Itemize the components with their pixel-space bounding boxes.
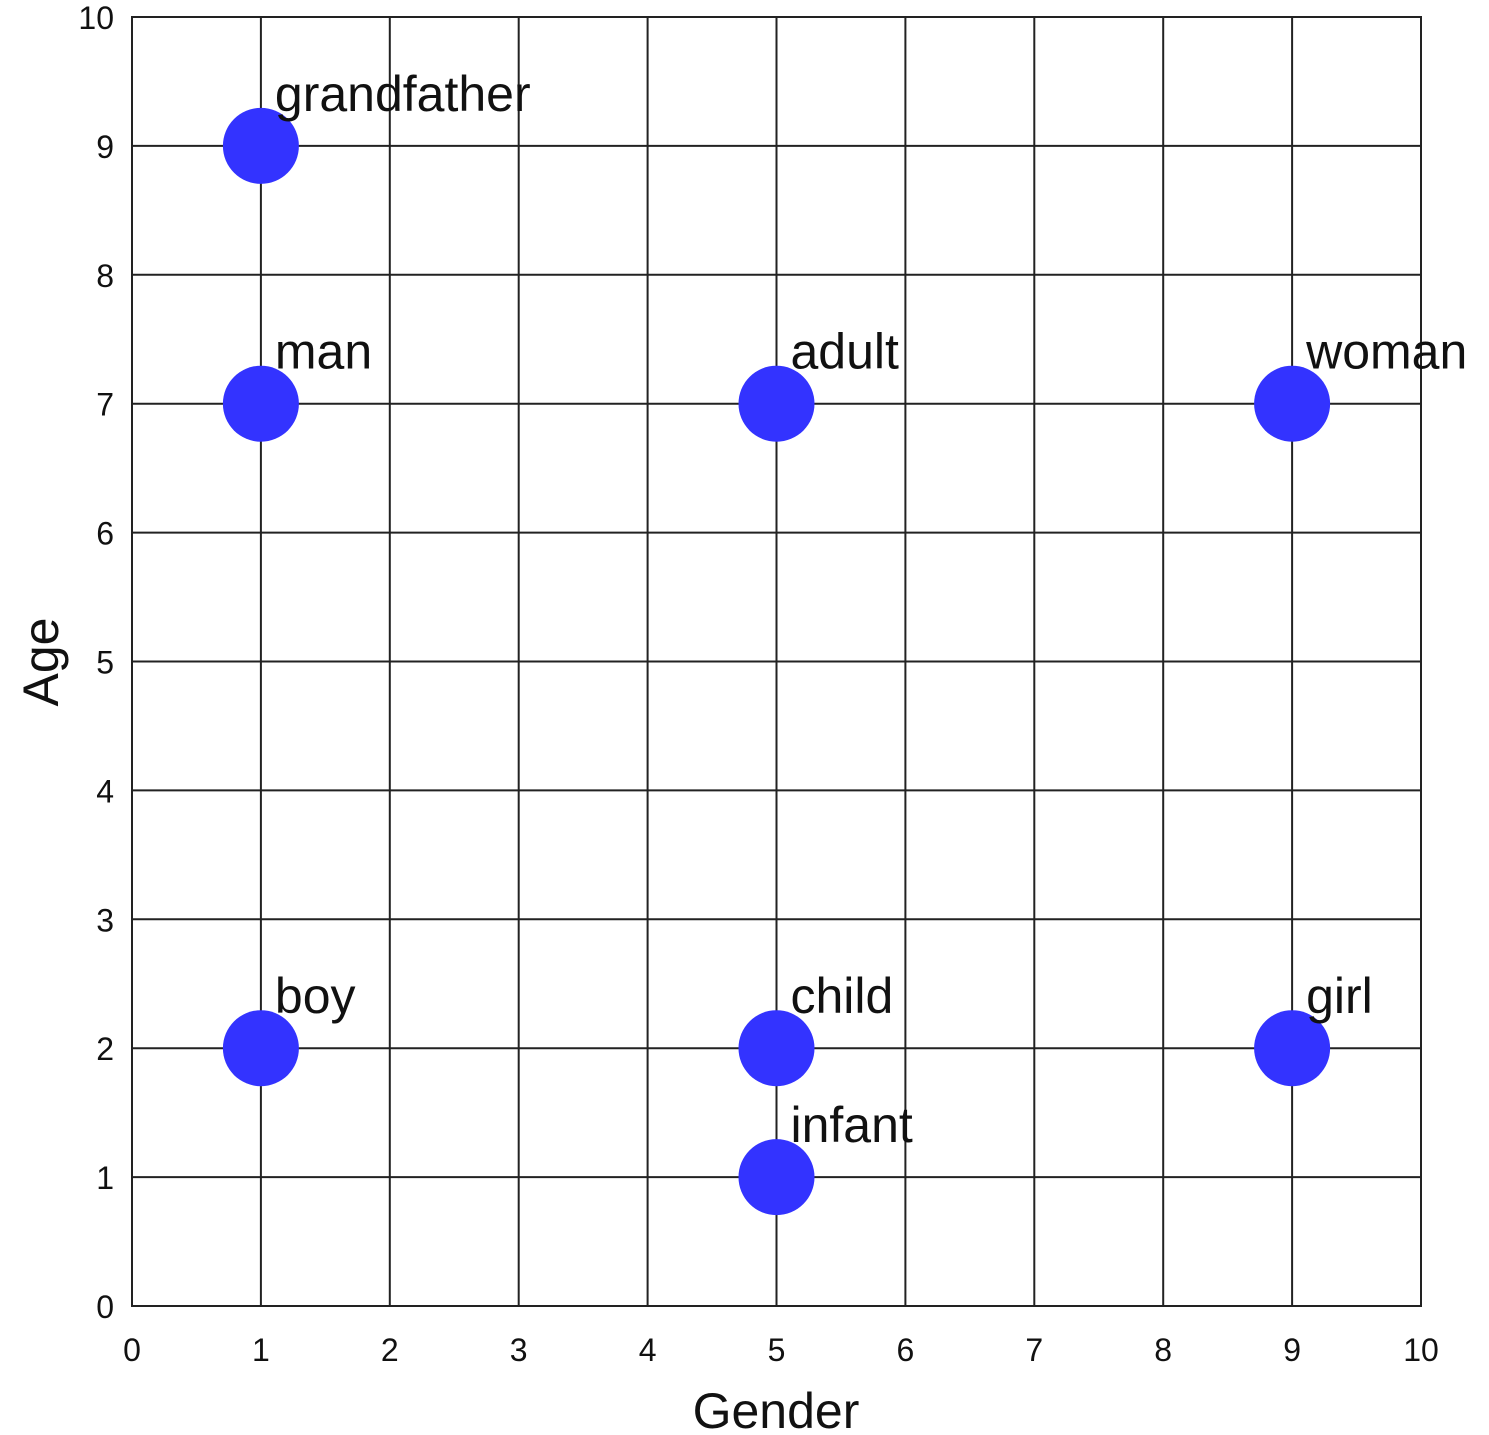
y-tick-label: 2 bbox=[96, 1031, 114, 1067]
point bbox=[222, 365, 299, 442]
point-label: child bbox=[791, 968, 894, 1024]
point-label: adult bbox=[791, 324, 900, 380]
x-tick-label: 5 bbox=[768, 1332, 786, 1368]
x-tick-label: 3 bbox=[510, 1332, 528, 1368]
y-tick-label: 1 bbox=[96, 1160, 114, 1196]
x-tick-label: 9 bbox=[1283, 1332, 1301, 1368]
y-tick-label: 3 bbox=[96, 902, 114, 938]
y-tick-label: 0 bbox=[96, 1289, 114, 1325]
y-axis-title: Age bbox=[13, 618, 69, 707]
point bbox=[738, 365, 815, 442]
x-tick-label: 4 bbox=[639, 1332, 657, 1368]
y-tick-label: 9 bbox=[96, 129, 114, 165]
x-tick-label: 6 bbox=[897, 1332, 915, 1368]
x-tick-label: 2 bbox=[381, 1332, 399, 1368]
point-label: girl bbox=[1306, 968, 1373, 1024]
x-tick-label: 8 bbox=[1154, 1332, 1172, 1368]
y-tick-label: 5 bbox=[96, 645, 114, 681]
x-tick-label: 1 bbox=[252, 1332, 270, 1368]
point-label: grandfather bbox=[275, 66, 531, 122]
point-label: boy bbox=[275, 968, 356, 1024]
y-tick-label: 7 bbox=[96, 387, 114, 423]
y-tick-label: 8 bbox=[96, 258, 114, 294]
point bbox=[1254, 1010, 1331, 1087]
point bbox=[738, 1010, 815, 1087]
point-label: woman bbox=[1305, 324, 1467, 380]
x-axis-title: Gender bbox=[693, 1383, 860, 1435]
y-tick-label: 10 bbox=[78, 0, 114, 36]
point-label: infant bbox=[791, 1097, 913, 1153]
y-tick-label: 4 bbox=[96, 773, 114, 809]
point bbox=[222, 107, 299, 184]
y-tick-label: 6 bbox=[96, 516, 114, 552]
x-tick-label: 0 bbox=[123, 1332, 141, 1368]
x-tick-label: 10 bbox=[1403, 1332, 1439, 1368]
point-label: man bbox=[275, 324, 372, 380]
point bbox=[1254, 365, 1331, 442]
point bbox=[738, 1139, 815, 1216]
x-tick-label: 7 bbox=[1025, 1332, 1043, 1368]
plot-border bbox=[131, 16, 1422, 1307]
point bbox=[222, 1010, 299, 1087]
